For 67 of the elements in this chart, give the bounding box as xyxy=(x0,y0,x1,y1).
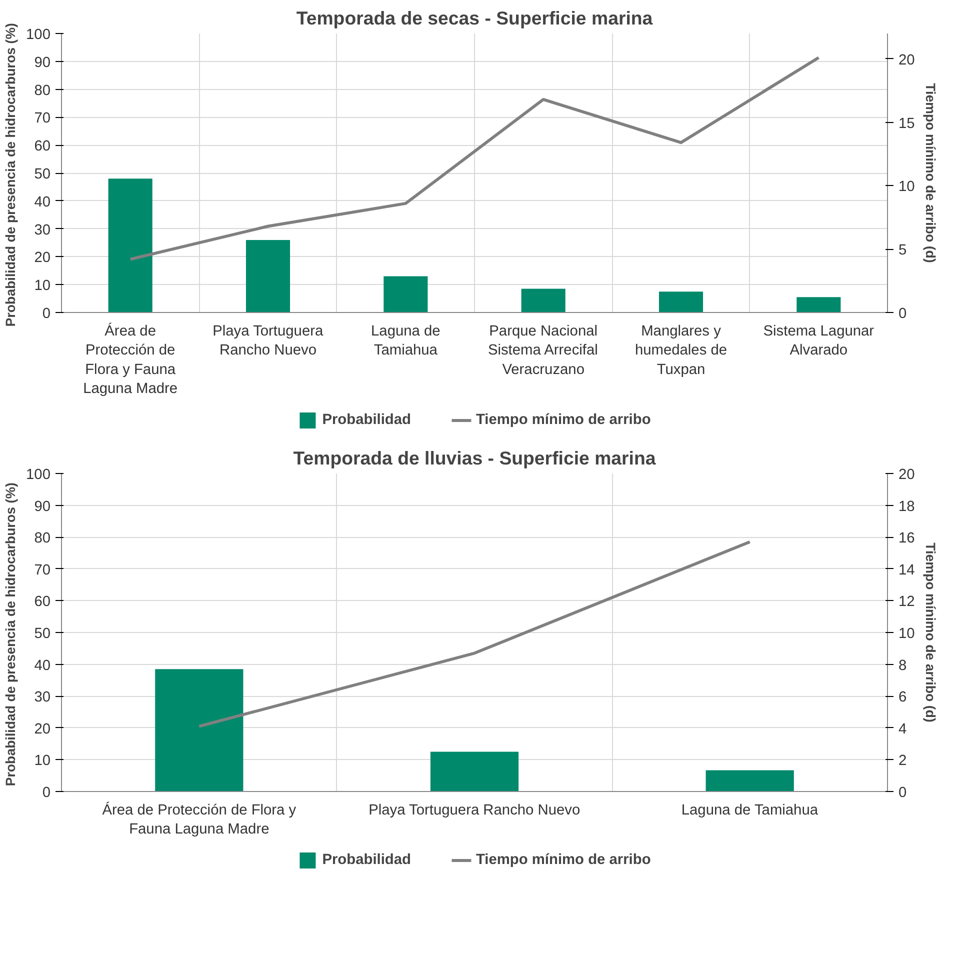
y2-tick-label: 4 xyxy=(898,721,907,738)
y-tick-label: 60 xyxy=(34,594,51,610)
y-tick-label: 30 xyxy=(34,222,51,238)
y-tick-label: 100 xyxy=(26,27,51,43)
x-tick-label: Parque Nacional Sistema Arrecifal Veracruzano xyxy=(488,324,598,378)
y2-tick-label: 16 xyxy=(898,530,915,547)
legend-label: Tiempo mínimo de arribo xyxy=(476,852,651,868)
y-tick-label: 70 xyxy=(34,562,51,578)
y-tick-label: 50 xyxy=(34,166,51,182)
y-tick-label: 0 xyxy=(42,306,51,322)
bar xyxy=(246,240,290,312)
bar xyxy=(155,669,244,792)
y-tick-label: 10 xyxy=(34,753,51,770)
legend-label: Tiempo mínimo de arribo xyxy=(476,412,651,428)
y-tick-label: 20 xyxy=(34,250,51,266)
bar xyxy=(796,297,841,312)
bar xyxy=(108,178,152,312)
y-tick-label: 0 xyxy=(42,785,51,801)
y2-tick-label: 20 xyxy=(898,52,915,68)
y2-tick-label: 10 xyxy=(898,179,915,196)
y2-tick-label: 8 xyxy=(898,658,907,674)
bar xyxy=(658,292,704,312)
y-tick-label: 80 xyxy=(34,82,51,99)
y2-tick-label: 5 xyxy=(898,242,907,259)
x-tick-label: Playa Tortuguera Rancho Nuevo xyxy=(368,802,580,818)
bar xyxy=(521,288,566,312)
y2-tick-label: 15 xyxy=(898,116,915,132)
bar xyxy=(706,770,794,792)
y2-tick-label: 0 xyxy=(898,785,907,801)
legend-label: Probabilidad xyxy=(322,412,411,428)
y-axis-title: Probabilidad de presencia de hidrocarburos (%) xyxy=(3,23,18,327)
y-axis-title: Probabilidad de presencia de hidrocarburos (%) xyxy=(3,482,18,786)
y-tick-label: 90 xyxy=(34,498,51,515)
y-tick-label: 90 xyxy=(34,54,51,71)
bar xyxy=(430,752,519,792)
line-series xyxy=(128,56,820,261)
y2-tick-label: 14 xyxy=(898,562,915,578)
y2-tick-label: 6 xyxy=(898,690,907,706)
y2-tick-label: 12 xyxy=(898,594,915,610)
y-tick-label: 10 xyxy=(34,278,51,294)
y-tick-label: 20 xyxy=(34,721,51,738)
y-tick-label: 80 xyxy=(34,530,51,547)
y2-axis-title: Tiempo mínimo de arribo (d) xyxy=(922,542,938,722)
y-tick-label: 70 xyxy=(34,110,51,127)
x-tick-label: Laguna de Tamiahua xyxy=(681,802,819,818)
y-tick-label: 40 xyxy=(34,658,51,674)
y2-tick-label: 20 xyxy=(898,467,915,483)
x-tick-label: Laguna de Tamiahua xyxy=(371,324,440,359)
x-tick-label: Sistema Lagunar Alvarado xyxy=(763,324,874,359)
y-tick-label: 50 xyxy=(34,626,51,642)
x-tick-label: Manglares y humedales de Tuxpan xyxy=(634,324,728,378)
x-tick-label: Área de Protección de Flora y Fauna Laguna Madre xyxy=(102,802,297,838)
y-tick-label: 30 xyxy=(34,690,51,706)
x-tick-label: Área de Protección de Flora y Fauna Laguna Madre xyxy=(83,322,178,398)
x-tick-label: Playa Tortuguera Rancho Nuevo xyxy=(212,324,324,359)
bar xyxy=(384,276,428,312)
chart-title: Temporada de secas - Superficie marina xyxy=(296,8,654,28)
y-tick-label: 40 xyxy=(34,194,51,210)
chart-title: Temporada de lluvias - Superficie marina xyxy=(293,448,656,468)
y2-tick-label: 2 xyxy=(898,753,907,770)
y2-tick-label: 0 xyxy=(898,306,907,322)
legend-label: Probabilidad xyxy=(322,852,411,868)
y2-tick-label: 10 xyxy=(898,626,915,642)
y2-tick-label: 18 xyxy=(898,498,915,515)
y-tick-label: 100 xyxy=(26,467,51,483)
y2-axis-title: Tiempo mínimo de arribo (d) xyxy=(922,83,938,263)
y-tick-label: 60 xyxy=(34,138,51,155)
